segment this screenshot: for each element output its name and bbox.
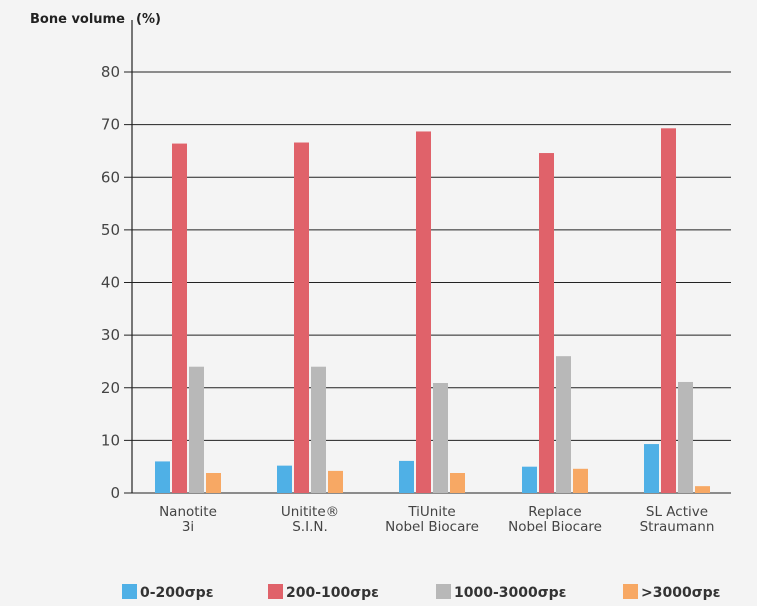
y-tick-label: 30 xyxy=(101,326,120,344)
bar xyxy=(277,465,292,493)
x-category-label: S.I.N. xyxy=(292,519,328,535)
bar xyxy=(399,460,414,493)
x-category-label: Replace xyxy=(528,504,581,520)
bar xyxy=(433,383,448,493)
bar xyxy=(695,486,710,493)
y-tick-label: 10 xyxy=(101,431,120,449)
bar xyxy=(539,153,554,494)
x-category-label: SL Active xyxy=(646,504,708,520)
x-category-label: Unitite® xyxy=(281,504,339,520)
bar xyxy=(661,128,676,493)
legend-label: >3000σpε xyxy=(641,585,720,601)
legend-label: 0-200σpε xyxy=(140,585,214,601)
legend-swatch xyxy=(268,584,283,599)
y-tick-label: 60 xyxy=(101,168,120,186)
bar xyxy=(294,142,309,493)
bar xyxy=(311,366,326,493)
bar xyxy=(522,466,537,493)
legend-label: 200-100σpε xyxy=(286,585,379,601)
x-category-label: Straumann xyxy=(640,519,715,535)
bar xyxy=(189,366,204,493)
x-category-label: Nobel Biocare xyxy=(385,519,479,535)
bar xyxy=(416,131,431,493)
bar xyxy=(556,356,571,493)
bar xyxy=(450,473,465,493)
legend-swatch xyxy=(436,584,451,599)
y-tick-label: 50 xyxy=(101,221,120,239)
bar xyxy=(573,468,588,493)
x-category-label: 3i xyxy=(182,519,194,535)
y-axis-unit: (%) xyxy=(136,12,161,27)
y-tick-label: 20 xyxy=(101,379,120,397)
x-category-label: Nobel Biocare xyxy=(508,519,602,535)
bar xyxy=(678,381,693,493)
y-tick-label: 0 xyxy=(110,484,120,502)
x-category-label: TiUnite xyxy=(407,504,455,520)
legend-swatch xyxy=(122,584,137,599)
bar xyxy=(172,143,187,493)
y-tick-label: 40 xyxy=(101,274,120,292)
legend-label: 1000-3000σpε xyxy=(454,585,566,601)
bar xyxy=(328,470,343,493)
bar xyxy=(155,461,170,493)
legend-swatch xyxy=(623,584,638,599)
bar xyxy=(644,444,659,493)
y-tick-label: 80 xyxy=(101,63,120,81)
y-axis-label: Bone volume xyxy=(30,12,125,27)
x-category-label: Nanotite xyxy=(159,504,217,520)
bar xyxy=(206,473,221,493)
y-tick-label: 70 xyxy=(101,116,120,134)
